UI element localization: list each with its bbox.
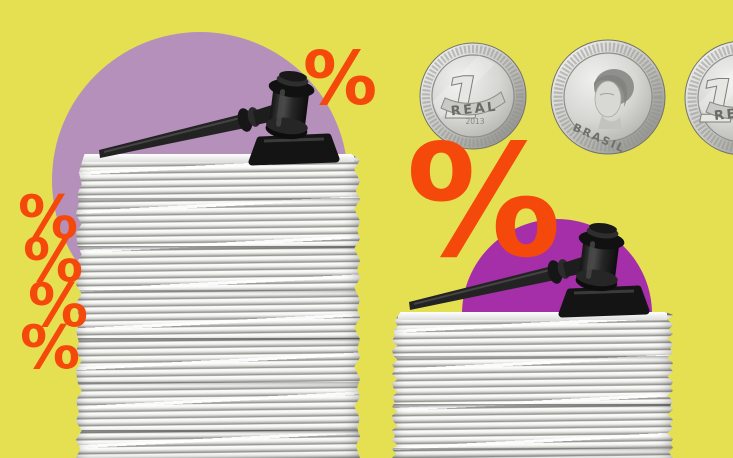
coin-year: 2013 — [465, 117, 484, 126]
coin-numeral: 1 — [443, 64, 483, 132]
paper-stack-large-icon — [76, 154, 360, 458]
coin-one-real-icon-clipped: 1 REAL — [684, 41, 733, 155]
percent-symbol-column-3: % — [28, 271, 89, 341]
coin-numeral: 1 — [697, 67, 733, 137]
coin-brasil-effigy-icon: BRASIL — [550, 39, 666, 156]
percent-symbol-column-2: % — [23, 226, 84, 296]
effigy-face — [594, 80, 622, 118]
paper-stack-small-icon — [392, 312, 673, 458]
percent-symbol-column-1: % — [18, 183, 79, 253]
coin-unit-label: REAL — [450, 99, 499, 119]
gavel-icon — [99, 70, 340, 166]
percent-symbol-large: % — [406, 111, 562, 292]
percent-symbol-column-4: % — [20, 313, 81, 383]
coin-unit-label: REAL — [713, 104, 733, 124]
percent-symbol-top: % — [303, 36, 378, 122]
coin-one-real-icon: 1 REAL 2013 — [419, 42, 527, 150]
